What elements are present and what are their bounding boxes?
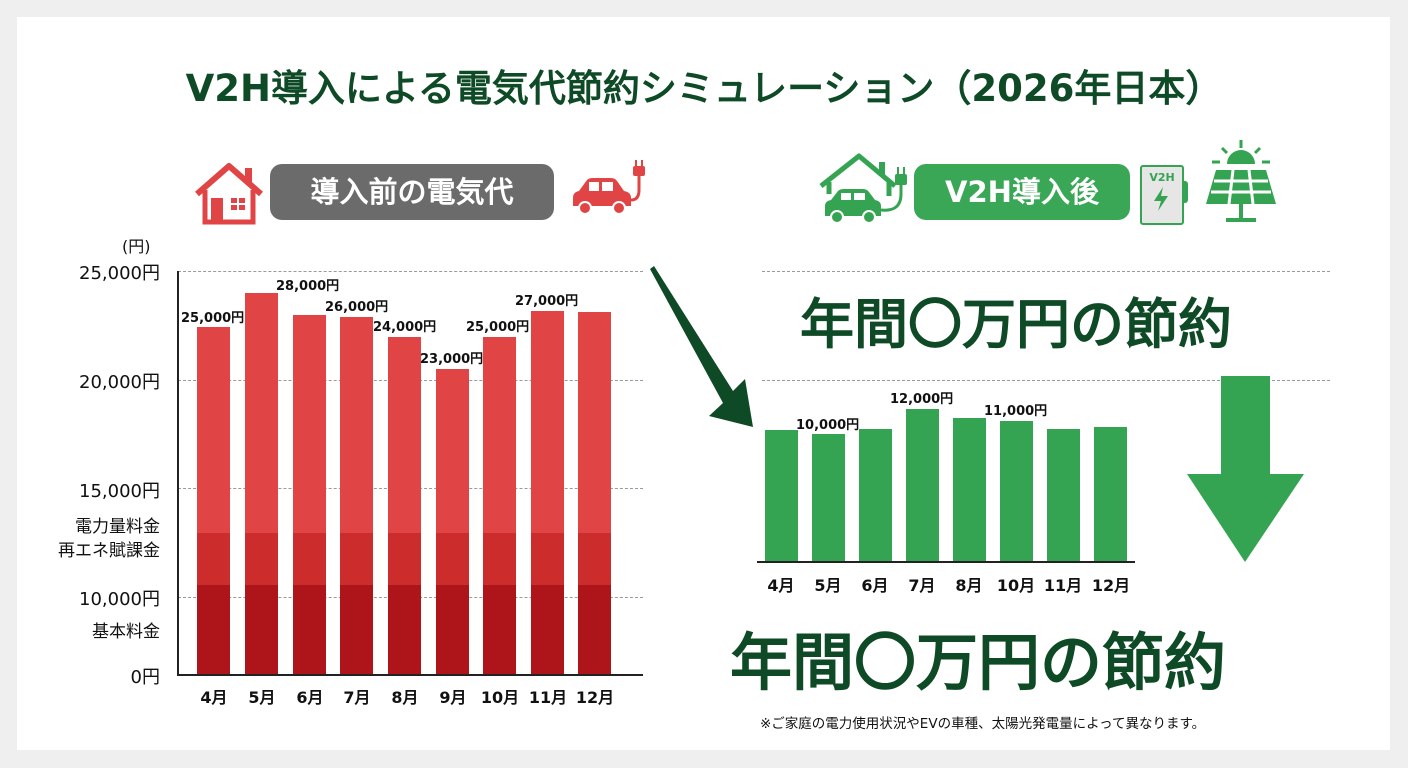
x-label: 12月 [1091,576,1131,595]
footnote: ※ご家庭の電力使用状況やEVの車種、太陽光発電量によって異なります。 [760,716,1206,732]
ytick-10000: 10,000円 [79,589,160,610]
gridline [178,271,643,272]
value-label: 25,000円 [466,320,530,335]
x-label: 7月 [343,688,371,707]
x-label: 8月 [955,576,983,595]
ev-car-plug-icon [573,160,645,215]
ytick-20000: 20,000円 [79,372,160,393]
x-label: 12月 [575,688,615,707]
x-label: 7月 [908,576,936,595]
x-label: 9月 [439,688,467,707]
green-bar-oct [1000,421,1033,562]
gridline [762,271,1330,272]
before-label: 導入前の電気代 [270,164,554,220]
green-bar-jun [859,429,892,562]
x-label: 6月 [296,688,324,707]
value-label: 28,000円 [276,279,340,294]
bar-may [245,293,278,675]
y-axis-unit: (円) [122,237,151,256]
x-label: 6月 [861,576,889,595]
green-bar-may [812,434,845,562]
page-title: V2H導入による電気代節約シミュレーション（2026年日本） [185,67,1223,110]
bar-jul [340,317,373,675]
green-bar-aug [953,418,986,562]
charger-text: V2H [1149,171,1175,184]
x-label: 10月 [996,576,1036,595]
x-label: 4月 [767,576,795,595]
ytick-15000: 15,000円 [79,481,160,502]
gridline [762,380,1330,381]
after-label: V2H導入後 [914,164,1130,220]
value-label: 11,000円 [984,404,1048,419]
arrow-down-right-icon [650,266,753,427]
x-label: 5月 [814,576,842,595]
green-bar-apr [765,430,798,562]
ytick-0: 0円 [130,667,160,688]
green-bar-dec [1094,427,1127,562]
segment-label-basic: 基本料金 [92,622,160,642]
green-bar-nov [1047,429,1080,562]
bar-oct [483,337,516,675]
v2h-charger-icon: V2H [1140,165,1188,225]
value-label: 25,000円 [181,311,245,326]
bar-apr [197,327,230,675]
savings-headline-top: 年間〇万円の節約 [800,293,1232,356]
segment-label-energy: 電力量料金 [75,517,160,537]
x-label: 11月 [528,688,568,707]
bar-jun [293,315,326,675]
x-label: 11月 [1043,576,1083,595]
ytick-25000: 25,000円 [79,263,160,284]
arrow-down-icon [1187,376,1304,562]
value-label: 24,000円 [373,320,437,335]
bar-aug [388,337,421,675]
value-label: 12,000円 [890,392,954,407]
house-car-plug-icon [819,153,907,224]
value-label: 10,000円 [796,418,860,433]
green-x-axis [757,561,1135,563]
x-label: 4月 [200,688,228,707]
segment-label-renewable: 再エネ賦課金 [58,541,160,561]
value-label: 27,000円 [515,294,579,309]
bar-nov [531,311,564,675]
x-label: 10月 [480,688,520,707]
x-axis [177,674,643,676]
x-label: 5月 [248,688,276,707]
savings-headline-bottom: 年間〇万円の節約 [730,626,1227,699]
bar-dec [578,312,611,675]
lightning-icon [1154,187,1168,211]
house-icon [195,163,263,225]
value-label: 26,000円 [325,300,389,315]
bar-sep [436,369,469,675]
x-label: 8月 [391,688,419,707]
value-label: 23,000円 [420,352,484,367]
green-bar-jul [906,409,939,562]
y-axis [177,271,179,676]
solar-panel-icon [1206,140,1276,222]
